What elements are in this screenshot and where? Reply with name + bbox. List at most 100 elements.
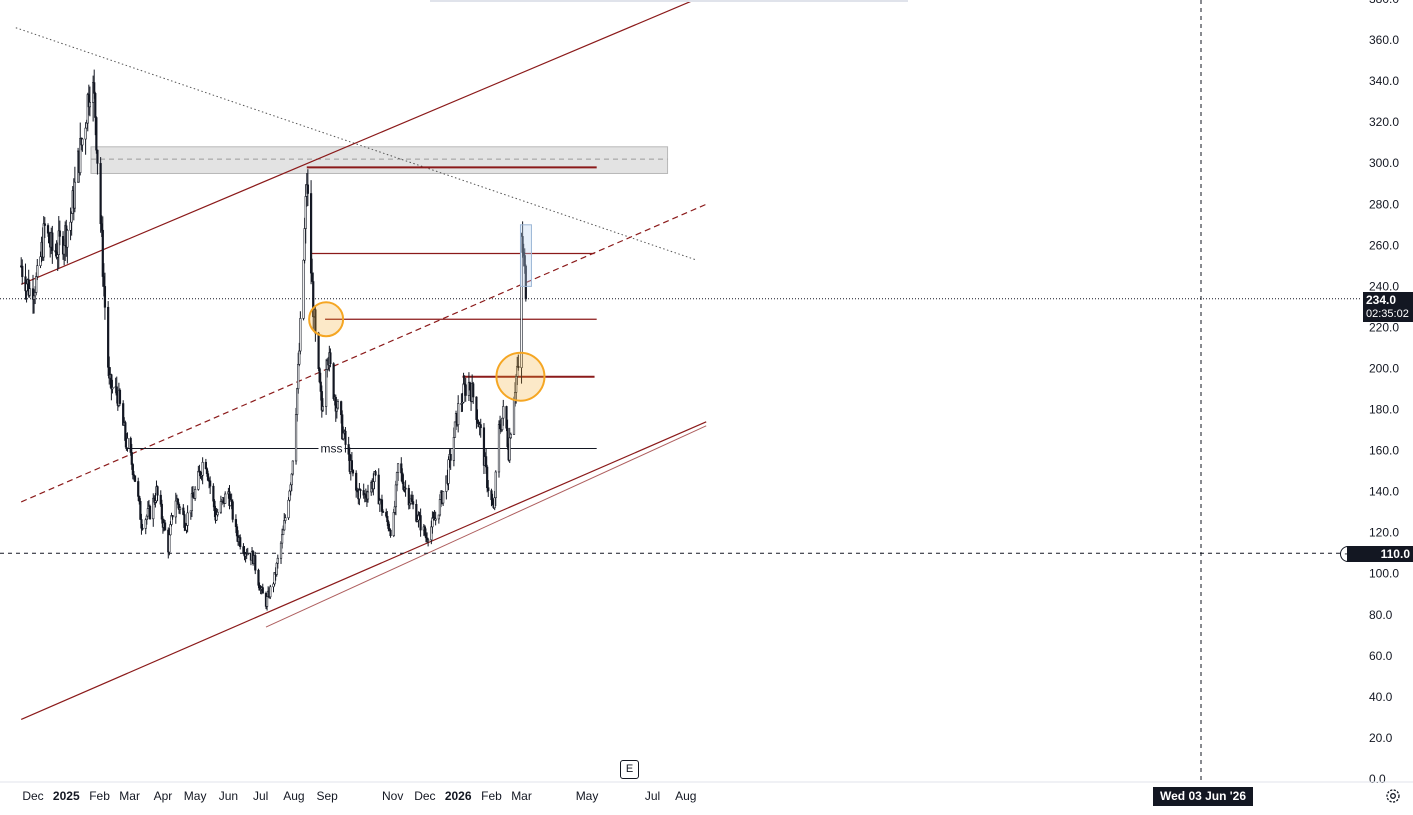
candle — [374, 469, 377, 477]
candle — [118, 388, 122, 406]
candle-body-down — [490, 490, 493, 501]
x-tick-label: Sep — [317, 789, 339, 803]
candle-body-down — [318, 368, 321, 383]
candle-body-up — [497, 424, 501, 473]
candle — [336, 399, 340, 410]
candle-body-down — [464, 384, 467, 396]
candle — [377, 468, 380, 505]
candle — [502, 399, 505, 426]
candle — [396, 463, 400, 481]
candle-body-down — [100, 223, 103, 231]
candle-body-up — [509, 433, 512, 439]
candle — [447, 456, 450, 491]
candle-body-down — [385, 512, 388, 517]
y-tick-label: 340.0 — [1369, 74, 1399, 88]
candle — [494, 470, 497, 507]
candle — [269, 584, 272, 600]
x-axis[interactable]: Dec 2025 Feb Mar Apr May Jun Jul Aug Sep Nov Dec 202… — [0, 781, 1413, 803]
candle — [79, 122, 82, 176]
y-tick-label: 180.0 — [1369, 403, 1399, 417]
candle-body-up — [56, 254, 59, 258]
candle-body-up — [219, 501, 222, 513]
candle-body-down — [351, 469, 355, 474]
candle — [141, 524, 144, 531]
candle-body-up — [32, 295, 36, 300]
candle-body-up — [194, 489, 197, 499]
candle-body-up — [34, 292, 37, 297]
candle — [254, 551, 257, 575]
candle-body-up — [287, 499, 290, 519]
candle-body-up — [275, 562, 278, 575]
candle — [284, 514, 287, 524]
candle-body-down — [498, 424, 502, 430]
candle — [309, 180, 313, 285]
candle-body-down — [102, 276, 105, 287]
candle — [505, 405, 508, 432]
candle-body-up — [63, 245, 66, 255]
highlight-circle-1 — [308, 301, 345, 338]
candle-body-down — [424, 534, 428, 539]
candle — [170, 512, 173, 527]
candle-body-down — [411, 501, 415, 505]
candle-body-up — [174, 500, 177, 518]
candle — [283, 513, 286, 531]
x-tick-label: 2025 — [53, 789, 80, 803]
candle-body-down — [107, 306, 110, 368]
y-tick-label: 100.0 — [1369, 567, 1399, 581]
candle — [201, 457, 204, 485]
candle-body-up — [294, 414, 298, 462]
candle-body-down — [124, 422, 127, 441]
candle-body-up — [512, 399, 516, 435]
candle — [389, 528, 392, 538]
x-tick-label: Dec — [414, 789, 435, 803]
candle-body-down — [139, 500, 142, 520]
candle-body-down — [476, 419, 479, 423]
candle-body-down — [355, 472, 358, 491]
candle-body-down — [234, 519, 238, 527]
candle-body-down — [377, 474, 380, 505]
y-tick-label: 120.0 — [1369, 526, 1399, 540]
candle-body-up — [392, 512, 395, 536]
candle-body-up — [430, 526, 433, 541]
candle — [199, 470, 202, 479]
candle-body-up — [395, 472, 399, 486]
candle-body-up — [394, 484, 398, 508]
candle-body-down — [254, 555, 257, 571]
candle-body-down — [213, 500, 216, 511]
candle — [197, 465, 200, 491]
candle-body-up — [73, 181, 76, 209]
candle-body-down — [205, 468, 209, 474]
candle-body-down — [148, 506, 152, 520]
candle-body-down — [347, 444, 350, 455]
x-tick-label: Aug — [283, 789, 304, 803]
candle — [261, 583, 264, 594]
candle — [509, 432, 512, 440]
candle-body-up — [358, 489, 361, 500]
candle — [174, 492, 177, 524]
y-tick-label: 160.0 — [1369, 444, 1399, 458]
candle-body-down — [137, 481, 140, 497]
candle-body-up — [265, 596, 269, 607]
candle-body-down — [419, 515, 422, 531]
candle-body-down — [506, 427, 509, 448]
candle — [51, 225, 54, 264]
candle — [231, 499, 234, 523]
candle-body-up — [284, 517, 287, 521]
candle-body-down — [239, 537, 242, 548]
y-tick-label: 240.0 — [1369, 279, 1399, 293]
candle — [287, 497, 290, 520]
candle — [73, 166, 76, 213]
y-axis[interactable]: 0.0 20.0 40.0 60.0 80.0 100.0 120.0 140.0 160.0 1… — [1369, 0, 1399, 786]
candle-body-up — [303, 228, 306, 261]
settings-gear-icon[interactable] — [1385, 788, 1401, 804]
candle-body-up — [201, 461, 204, 476]
x-tick-label: Jul — [253, 789, 268, 803]
earnings-marker-icon[interactable]: E — [620, 760, 639, 779]
candle-body-up — [366, 491, 370, 500]
candle-body-down — [204, 461, 207, 469]
candle — [58, 220, 61, 246]
candle-body-down — [485, 456, 488, 468]
candle-body-up — [336, 401, 340, 409]
y-tick-label: 380.0 — [1369, 0, 1399, 6]
